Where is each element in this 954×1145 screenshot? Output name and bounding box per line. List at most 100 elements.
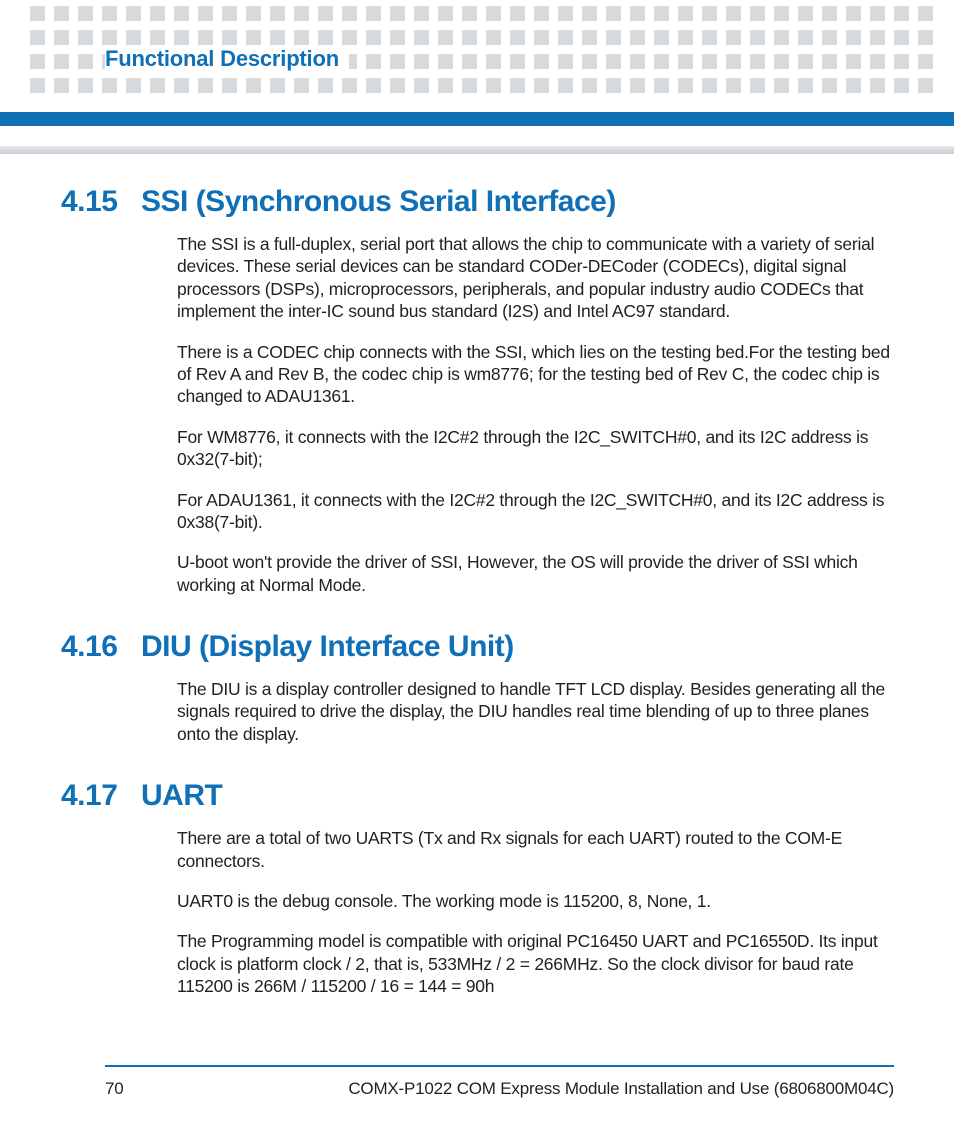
dot [726,30,741,45]
dot [534,6,549,21]
dot [78,78,93,93]
dot [198,30,213,45]
body-paragraph: The Programming model is compatible with… [177,930,894,997]
dot [438,6,453,21]
dot [774,54,789,69]
dot [126,6,141,21]
dot [270,6,285,21]
dot [750,54,765,69]
dot [726,54,741,69]
dot [174,78,189,93]
dot [606,30,621,45]
body-paragraph: The DIU is a display controller designed… [177,678,894,745]
dot [78,30,93,45]
dot [438,54,453,69]
dot [894,30,909,45]
dot [126,78,141,93]
dot [174,6,189,21]
dot [870,30,885,45]
dot [390,54,405,69]
dot [486,78,501,93]
dot [510,54,525,69]
dot [30,78,45,93]
body-paragraph: There are a total of two UARTS (Tx and R… [177,827,894,872]
dot [270,78,285,93]
dot [582,54,597,69]
dot [582,78,597,93]
dot [294,30,309,45]
dot [702,6,717,21]
dot [294,78,309,93]
section: 4.17UARTThere are a total of two UARTS (… [105,779,894,997]
dot [222,6,237,21]
dot [462,6,477,21]
dot [174,30,189,45]
dot [558,6,573,21]
header-blue-rule [0,112,954,126]
dot [390,6,405,21]
dot [30,6,45,21]
dot [894,6,909,21]
section-title: UART [141,779,222,813]
dot [558,30,573,45]
dot [750,78,765,93]
dot [702,30,717,45]
dot [630,54,645,69]
dot [726,6,741,21]
dot [678,6,693,21]
dot [702,78,717,93]
dot [462,30,477,45]
dot [222,78,237,93]
dot [726,78,741,93]
section-heading: 4.17UART [61,779,894,813]
dot [534,78,549,93]
page: Functional Description 4.15SSI (Synchron… [0,0,954,1145]
dot [630,6,645,21]
dot [918,54,933,69]
dot [366,78,381,93]
dot [870,6,885,21]
dot [54,30,69,45]
dot [822,78,837,93]
dot [462,54,477,69]
dot [366,54,381,69]
dot [630,30,645,45]
dot [750,6,765,21]
dot [846,30,861,45]
dot [798,6,813,21]
dot [294,6,309,21]
dot [606,6,621,21]
dot [318,30,333,45]
dot [342,30,357,45]
dot [270,30,285,45]
dot [822,30,837,45]
dot [678,30,693,45]
dot [798,78,813,93]
dot [30,30,45,45]
dot [246,78,261,93]
dot [366,30,381,45]
header-gray-rule [0,146,954,154]
dot [222,30,237,45]
page-footer: 70 COMX-P1022 COM Express Module Install… [105,1065,894,1099]
dot [558,54,573,69]
section-number: 4.17 [61,779,141,813]
dot [342,6,357,21]
section-number: 4.16 [61,630,141,664]
dot [150,30,165,45]
dot [750,30,765,45]
dot [630,78,645,93]
dot [678,78,693,93]
dot [870,54,885,69]
dot [54,54,69,69]
dot [54,6,69,21]
dot [510,6,525,21]
dot [246,6,261,21]
dot [798,54,813,69]
section-title: SSI (Synchronous Serial Interface) [141,185,616,219]
dot [918,6,933,21]
dot [510,78,525,93]
doc-title: COMX-P1022 COM Express Module Installati… [348,1079,894,1099]
dot [774,30,789,45]
dot [822,54,837,69]
